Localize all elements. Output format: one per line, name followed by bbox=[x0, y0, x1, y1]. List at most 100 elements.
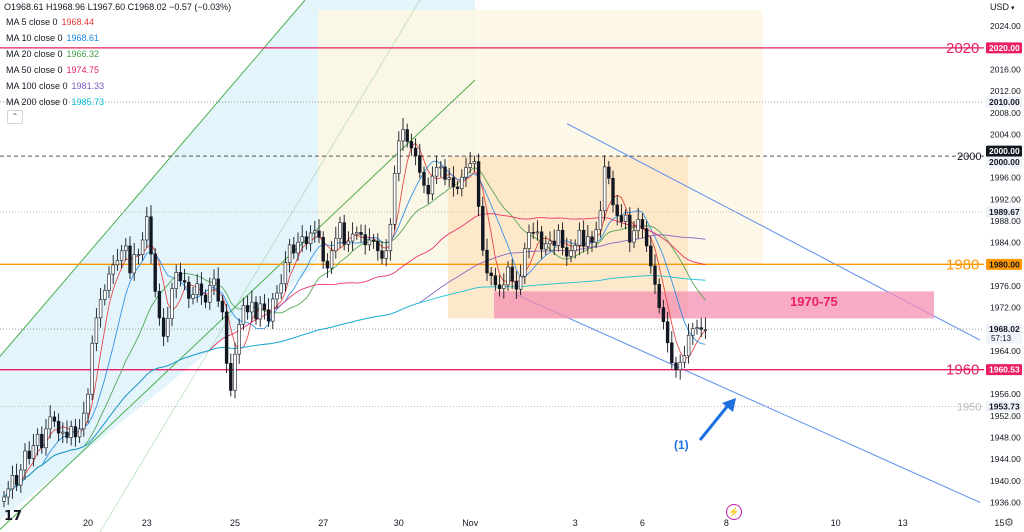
candle-body bbox=[485, 249, 489, 274]
x-tick-label: 10 bbox=[831, 518, 841, 528]
candle-body bbox=[535, 231, 540, 234]
candle-body bbox=[346, 240, 351, 245]
y-tick-label: 1952.00 bbox=[990, 411, 1021, 421]
ma-legend-row[interactable]: MA 100 close 0 1981.33 bbox=[6, 81, 104, 91]
x-tick-label: 15 bbox=[994, 518, 1004, 528]
candle-body bbox=[132, 254, 136, 274]
candle-body bbox=[531, 232, 535, 234]
ma-legend-row[interactable]: MA 200 close 0 1985.73 bbox=[6, 97, 104, 107]
candle-body bbox=[94, 317, 99, 344]
candle-body bbox=[409, 141, 414, 149]
ma-legend-row[interactable]: MA 10 close 0 1968.61 bbox=[6, 33, 99, 43]
candle-body bbox=[657, 284, 661, 308]
ohlc-readout: O1968.61 H1968.96 L1967.60 C1968.02 −0.5… bbox=[4, 2, 232, 12]
candle-body bbox=[195, 283, 199, 295]
candle-body bbox=[325, 260, 330, 269]
ma-value: 1981.33 bbox=[71, 81, 105, 91]
candle-body bbox=[665, 321, 670, 344]
price-tag-label: 2020.00 bbox=[989, 43, 1020, 53]
price-tag-bg bbox=[986, 258, 1022, 270]
y-tick-label: 1988.00 bbox=[990, 216, 1021, 226]
candle-body bbox=[565, 247, 569, 257]
x-tick-label: 3 bbox=[573, 518, 578, 528]
price-tag-bg bbox=[986, 206, 1022, 218]
y-tick-label: 1976.00 bbox=[990, 281, 1021, 291]
candle-body bbox=[321, 236, 325, 262]
candle-body bbox=[124, 245, 128, 252]
candle-body bbox=[283, 262, 288, 285]
y-tick-label: 2004.00 bbox=[990, 129, 1021, 139]
level-label: 2000 bbox=[957, 151, 981, 163]
price-tag-bg bbox=[986, 156, 1022, 168]
ma-legend-row[interactable]: MA 20 close 0 1966.32 bbox=[6, 49, 99, 59]
x-tick-label: 30 bbox=[394, 518, 404, 528]
ma-value: 1968.44 bbox=[61, 17, 95, 27]
candle-body bbox=[69, 426, 73, 438]
candle-body bbox=[476, 161, 481, 207]
candle-body bbox=[607, 166, 611, 179]
wave-arrow-line bbox=[698, 402, 732, 441]
candle-body bbox=[136, 254, 141, 256]
ma-line bbox=[3, 167, 706, 498]
candle-body bbox=[472, 161, 477, 164]
candle-body bbox=[107, 273, 111, 291]
candle-body bbox=[44, 428, 48, 449]
countdown-label: 57:13 bbox=[991, 334, 1012, 343]
candle-body bbox=[254, 301, 258, 320]
candle-body bbox=[77, 428, 82, 438]
ma-value: 1974.75 bbox=[66, 65, 100, 75]
candle-body bbox=[6, 488, 10, 498]
price-tag-bg bbox=[986, 145, 1022, 157]
ma-label: MA 10 close 0 bbox=[6, 33, 63, 43]
candle-body bbox=[350, 233, 355, 242]
level-label: 1980 bbox=[946, 256, 979, 273]
candle-body bbox=[577, 229, 582, 246]
candle-body bbox=[40, 433, 44, 449]
lightning-icon[interactable]: ⚡ bbox=[726, 504, 742, 520]
candle-body bbox=[644, 228, 649, 247]
chevron-up-icon[interactable]: ⌃ bbox=[7, 110, 23, 124]
candle-body bbox=[220, 300, 225, 313]
candle-body bbox=[548, 240, 552, 245]
candle-body bbox=[523, 248, 527, 277]
candle-body bbox=[166, 318, 170, 337]
candle-body bbox=[405, 129, 409, 142]
ma-legend-row[interactable]: MA 5 close 0 1968.44 bbox=[6, 17, 94, 27]
candle-body bbox=[636, 219, 640, 232]
candle-body bbox=[518, 275, 523, 290]
currency-selector[interactable]: USD ▾ bbox=[990, 2, 1015, 12]
price-tag-bg bbox=[986, 42, 1022, 54]
candle-body bbox=[682, 355, 687, 363]
candle-body bbox=[31, 445, 36, 459]
y-tick-label: 1996.00 bbox=[990, 173, 1021, 183]
candle-body bbox=[300, 236, 304, 243]
candle-body bbox=[19, 469, 23, 486]
candle-body bbox=[552, 240, 556, 246]
y-tick-label: 1992.00 bbox=[990, 194, 1021, 204]
candle-body bbox=[661, 307, 666, 322]
candle-body bbox=[674, 362, 678, 371]
ma-legend-row[interactable]: MA 50 close 0 1974.75 bbox=[6, 65, 99, 75]
candle-body bbox=[703, 328, 708, 331]
zone-label: 1970-75 bbox=[790, 294, 838, 309]
candle-body bbox=[598, 210, 603, 230]
candle-body bbox=[338, 222, 342, 239]
currency-label: USD bbox=[990, 2, 1010, 12]
candle-body bbox=[35, 433, 40, 446]
gear-icon[interactable]: ⚙ bbox=[1004, 517, 1014, 529]
candle-body bbox=[430, 175, 435, 195]
time-axis: 20 23 25 27 30 Nov 3 6 8 10 13 15 bbox=[83, 518, 1004, 528]
channel-lower-line bbox=[0, 79, 476, 530]
candle-body bbox=[418, 155, 422, 173]
candle-body bbox=[401, 129, 405, 142]
candle-body bbox=[199, 283, 204, 296]
candle-body bbox=[262, 303, 267, 311]
candle-body bbox=[128, 245, 132, 274]
candle-body bbox=[241, 305, 246, 325]
price-tag-label: 2010.00 bbox=[989, 97, 1020, 107]
candle-body bbox=[691, 328, 695, 336]
candle-body bbox=[590, 236, 594, 243]
price-tag-label: 1960.53 bbox=[989, 365, 1020, 375]
x-tick-label: 20 bbox=[83, 518, 93, 528]
